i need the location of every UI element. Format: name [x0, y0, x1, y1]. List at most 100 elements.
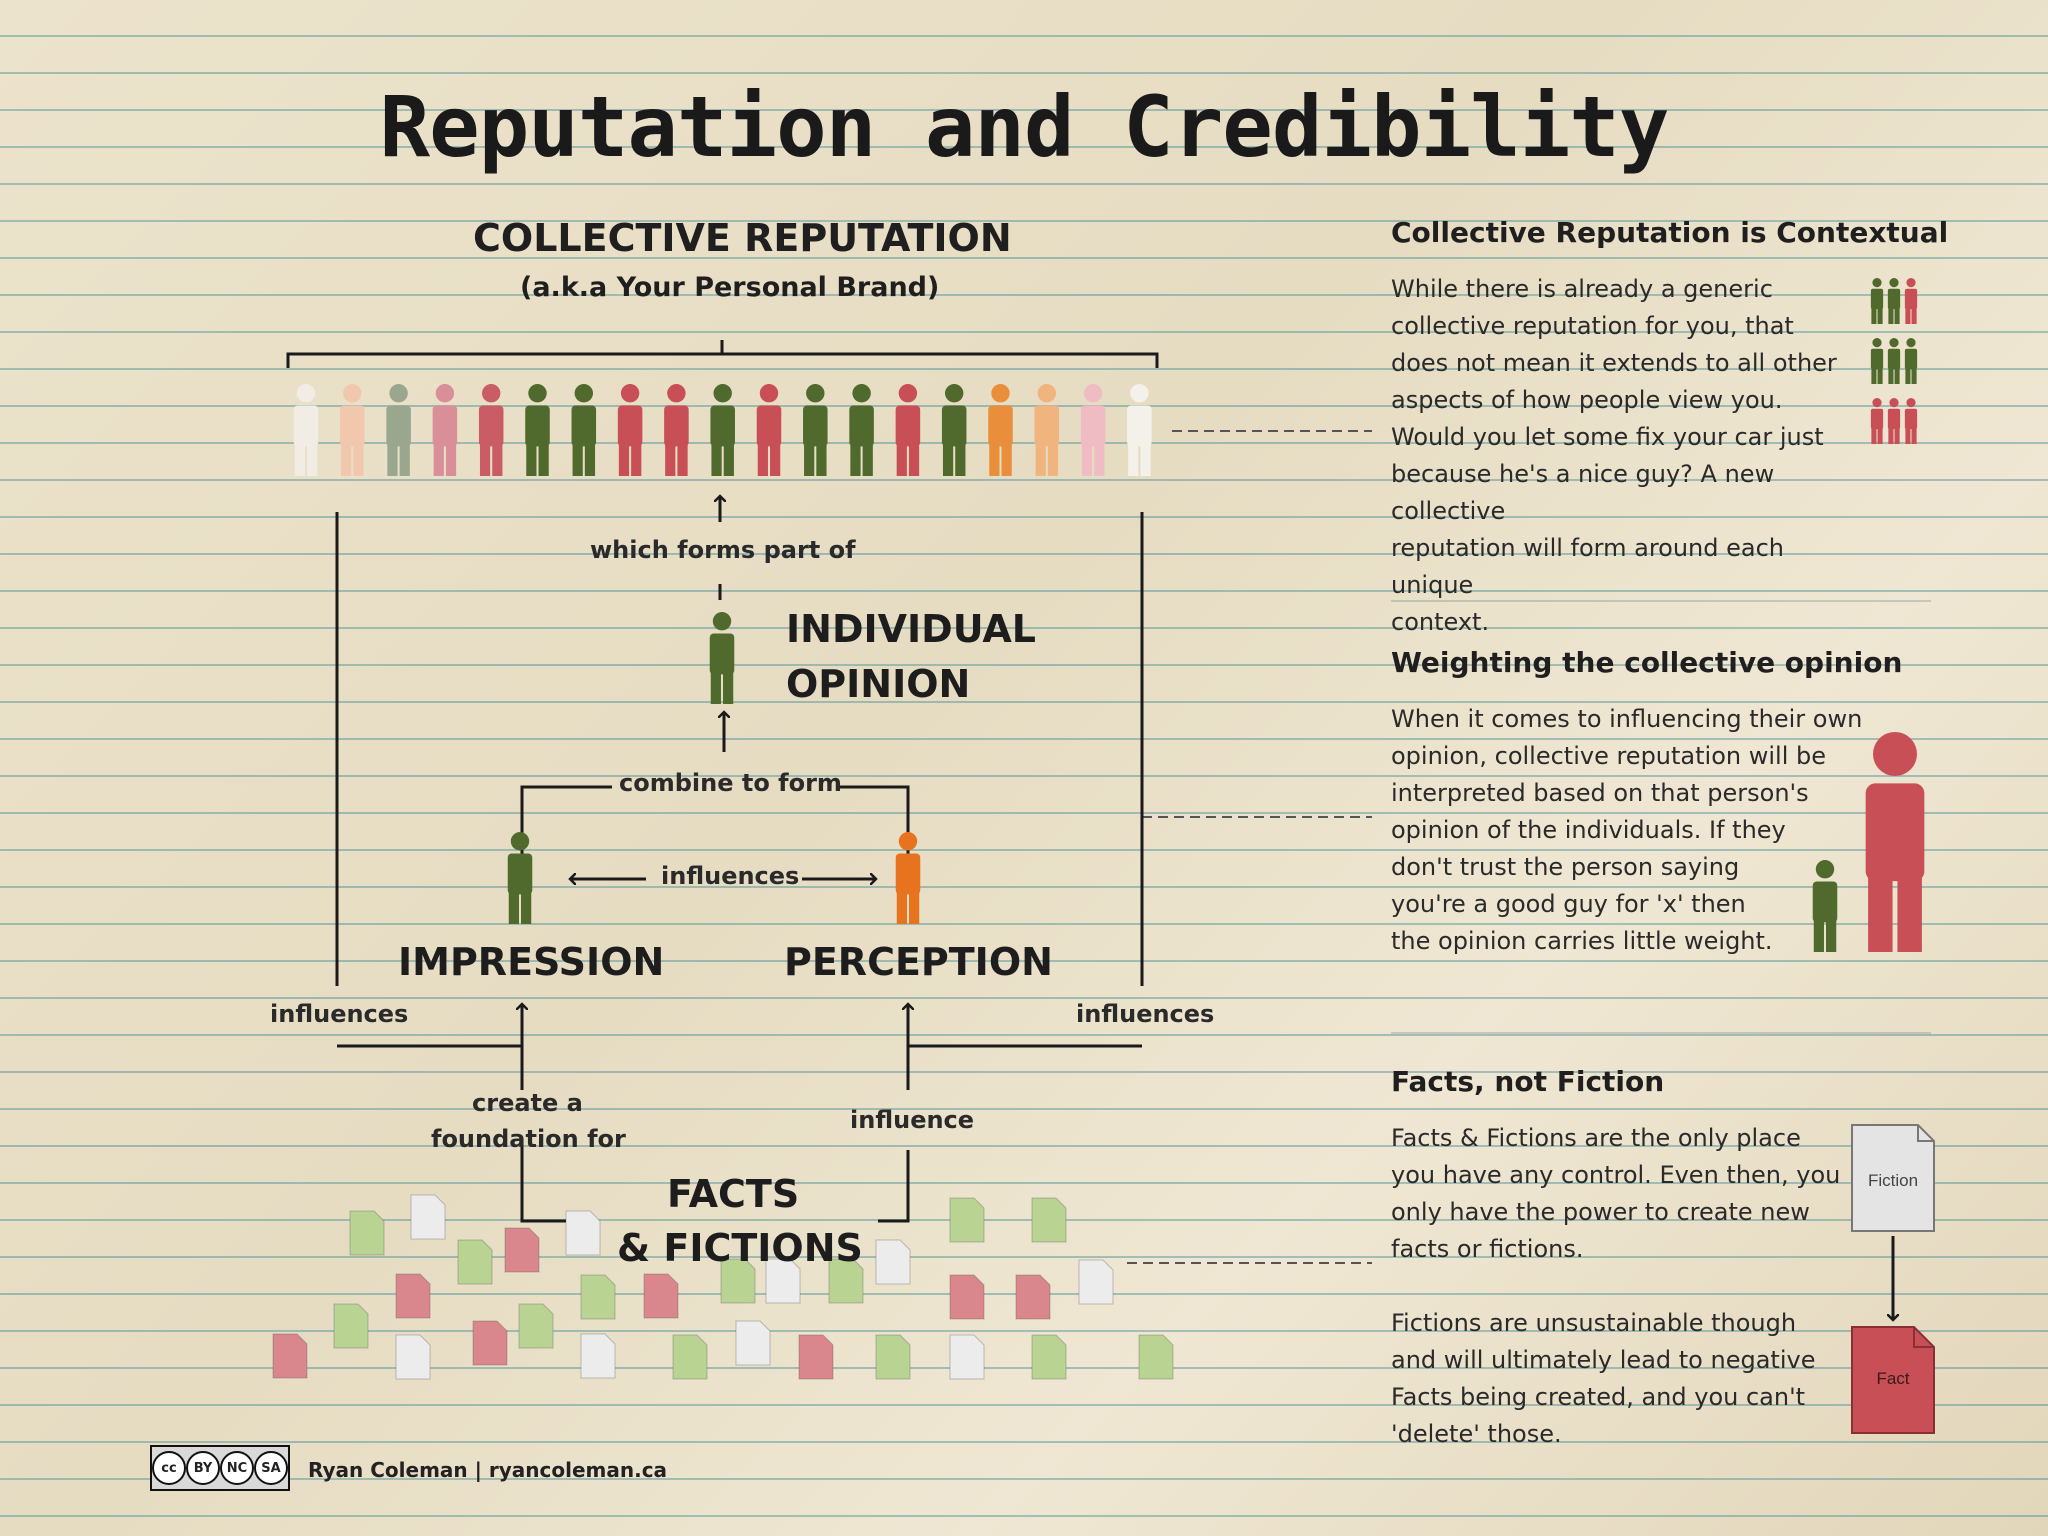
weighting-line: don't trust the person saying: [1391, 853, 1740, 881]
document-icon: [828, 1258, 864, 1304]
impression-person-icon: [507, 832, 533, 924]
influences-right-label: influences: [1076, 1000, 1215, 1028]
document-icon: [580, 1274, 616, 1320]
facts-line: and will ultimately lead to negative: [1391, 1346, 1816, 1374]
facts-heading-line1: FACTS: [667, 1172, 800, 1216]
document-icon: [1015, 1274, 1051, 1320]
facts-panel-body-2: Fictions are unsustainable though and wi…: [1391, 1305, 1841, 1453]
creative-commons-badge[interactable]: cc BY NC SA: [150, 1445, 290, 1491]
document-icon: [643, 1273, 679, 1319]
contextual-line: because he's a nice guy? A new collectiv…: [1391, 460, 1775, 525]
collective-bracket: [286, 340, 1159, 368]
small-person-icon: [1904, 398, 1918, 444]
influences-left-label: influences: [270, 1000, 409, 1028]
crowd-person-icon: [849, 384, 874, 476]
document-icon: [333, 1303, 369, 1349]
fact-document-icon: [1851, 1326, 1935, 1434]
author-credit[interactable]: Ryan Coleman | ryancoleman.ca: [308, 1458, 668, 1482]
panel-separator: [1391, 1032, 1931, 1034]
document-icon: [410, 1194, 446, 1240]
crowd-person-icon: [478, 384, 504, 476]
small-person-icon: [1904, 338, 1918, 384]
crowd-person-icon: [941, 384, 967, 476]
document-icon: [518, 1303, 554, 1349]
fiction-fact-illustration: Fiction Fact: [1851, 1124, 1935, 1434]
contextual-line: Would you let some fix your car just: [1391, 423, 1824, 451]
combine-to-form-label: combine to form: [619, 769, 842, 797]
contextual-line: While there is already a generic: [1391, 275, 1773, 303]
document-icon: [472, 1320, 508, 1366]
contextual-panel-body: While there is already a generic collect…: [1391, 271, 1861, 641]
contextual-line: does not mean it extends to all other: [1391, 349, 1837, 377]
crowd-person-icon: [664, 384, 689, 476]
weighting-panel-title: Weighting the collective opinion: [1391, 646, 1903, 679]
panel-icons: [1812, 278, 1925, 952]
small-person-icon: [1887, 278, 1901, 324]
contextual-line: aspects of how people view you.: [1391, 386, 1783, 414]
small-person-icon: [1887, 398, 1901, 444]
crowd-person-icon: [1034, 384, 1060, 476]
document-icon: [1078, 1259, 1114, 1305]
fiction-label: Fiction: [1868, 1171, 1918, 1190]
facts-fictions-documents: [272, 1194, 1174, 1380]
influences-center-label: influences: [661, 862, 800, 890]
document-icon: [565, 1210, 601, 1256]
facts-line: only have the power to create new: [1391, 1198, 1810, 1226]
impression-label: IMPRESSION: [398, 940, 665, 984]
document-icon: [580, 1333, 616, 1379]
cc-by-icon: BY: [186, 1451, 220, 1485]
crowd-person-icon: [895, 384, 921, 476]
document-icon: [272, 1333, 308, 1379]
facts-panel-body-1: Facts & Fictions are the only place you …: [1391, 1120, 1841, 1268]
collective-reputation-heading: COLLECTIVE REPUTATION: [473, 216, 1012, 260]
crowd-person-icon: [340, 384, 365, 476]
crowd-person-icon: [1080, 384, 1106, 476]
facts-line: you have any control. Even then, you: [1391, 1161, 1841, 1189]
document-icon: [875, 1334, 911, 1380]
crowd-person-icon: [756, 384, 782, 476]
document-icon: [349, 1210, 385, 1256]
crowd-person-icon: [617, 384, 643, 476]
document-icon: [949, 1274, 985, 1320]
weighting-line: opinion, collective reputation will be: [1391, 742, 1826, 770]
document-icon: [949, 1334, 985, 1380]
weighting-line: opinion of the individuals. If they: [1391, 816, 1786, 844]
cc-sa-icon: SA: [254, 1451, 288, 1485]
key-people: [507, 612, 921, 924]
facts-line: facts or fictions.: [1391, 1235, 1584, 1263]
crowd-person-icon: [710, 384, 735, 476]
small-person-icon: [1870, 338, 1884, 384]
crowd-person-icon: [803, 384, 828, 476]
document-icon: [504, 1227, 540, 1273]
small-person-icon: [1904, 278, 1918, 324]
crowd-person-icon: [293, 384, 319, 476]
personal-brand-subheading: (a.k.a Your Personal Brand): [520, 272, 940, 303]
document-icon: [395, 1334, 431, 1380]
document-icon: [765, 1258, 801, 1304]
crowd-person-icon: [525, 384, 550, 476]
contextual-line: reputation will form around each unique: [1391, 534, 1785, 599]
panel-separator: [1391, 600, 1931, 602]
document-icon: [875, 1239, 911, 1285]
perception-label: PERCEPTION: [784, 940, 1053, 984]
contextual-line: collective reputation for you, that: [1391, 312, 1794, 340]
document-icon: [395, 1273, 431, 1319]
create-foundation-line1: create a: [472, 1089, 583, 1117]
influence-side-lines: [335, 512, 1144, 1048]
perception-person-icon: [895, 832, 921, 924]
document-icon: [735, 1320, 771, 1366]
fact-label: Fact: [1876, 1369, 1909, 1388]
facts-line: Facts & Fictions are the only place: [1391, 1124, 1801, 1152]
crowd-of-people: [293, 384, 1152, 476]
crowd-person-icon: [432, 384, 458, 476]
page-title: Reputation and Credibility: [379, 78, 1670, 176]
crowd-person-icon: [386, 384, 411, 476]
crowd-person-icon: [988, 384, 1013, 476]
facts-panel-title: Facts, not Fiction: [1391, 1065, 1665, 1098]
facts-line: Fictions are unsustainable though: [1391, 1309, 1797, 1337]
document-icon: [672, 1334, 708, 1380]
document-icon: [798, 1334, 834, 1380]
crowd-person-icon: [571, 384, 597, 476]
large-trusted-person-icon: [1865, 732, 1925, 952]
